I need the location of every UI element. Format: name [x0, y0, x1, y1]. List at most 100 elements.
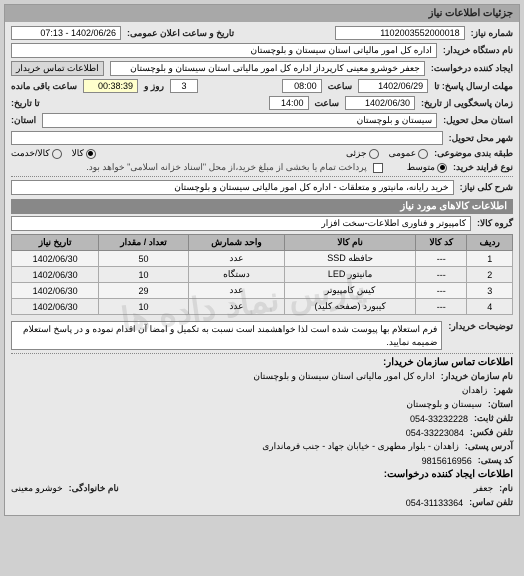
deliver-province-value: سیستان و بلوچستان: [42, 113, 437, 128]
deliver-province-label: استان محل تحویل:: [443, 115, 513, 126]
days-label: روز و: [144, 81, 164, 92]
remaining-label: ساعت باقی مانده: [11, 81, 77, 92]
deadline-send-date: 1402/06/29: [358, 79, 428, 93]
table-cell: عدد: [188, 251, 284, 267]
table-cell: ---: [416, 283, 467, 299]
deadline-send-label: مهلت ارسال پاسخ: تا: [434, 81, 513, 92]
item-type-radio-group: کالا کالا/خدمت: [11, 148, 96, 159]
family-label: نام خانوادگی:: [69, 483, 119, 494]
province2-label: استان:: [488, 399, 513, 410]
table-cell: 2: [467, 267, 513, 283]
requester-contact-section-title: اطلاعات ایجاد کننده درخواست:: [11, 469, 513, 480]
payment-mid-label: متوسط: [407, 162, 435, 173]
table-cell: 1402/06/30: [12, 267, 99, 283]
phone-label: تلفن ثابت:: [474, 413, 513, 424]
deadline-response-time: 14:00: [269, 96, 309, 110]
services-label: کالا/خدمت: [11, 148, 50, 159]
table-cell: 10: [99, 267, 189, 283]
phone2-label: تلفن تماس:: [469, 497, 513, 508]
deadline-response-date: 1402/06/30: [345, 96, 415, 110]
table-header: کد کالا: [416, 235, 467, 251]
fax-label: تلفن فکس:: [470, 427, 513, 438]
postal-label: کد پستی:: [478, 455, 513, 466]
table-header: نام کالا: [285, 235, 416, 251]
family-value: خوشرو معینی: [11, 483, 63, 494]
budget-public-radio[interactable]: [369, 149, 379, 159]
table-cell: ---: [416, 267, 467, 283]
phone2-value: 054-31133364: [406, 498, 463, 508]
name-value: جعفر: [474, 483, 493, 494]
city-value: زاهدان: [462, 385, 487, 396]
desc-label: شرح کلی نیاز:: [460, 182, 513, 193]
table-cell: کیس کامپیوتر: [285, 283, 416, 299]
buyer-org-label: نام دستگاه خریدار:: [443, 45, 513, 56]
table-cell: کیبورد (صفحه کلید): [285, 299, 416, 315]
table-cell: 1402/06/30: [12, 299, 99, 315]
budget-label: طبقه بندی موضوعی:: [434, 148, 513, 159]
fax-value: 054-33223084: [406, 428, 464, 438]
table-header: واحد شمارش: [188, 235, 284, 251]
public-date-label: تاریخ و ساعت اعلان عمومی:: [127, 28, 234, 39]
buyer-notes-label: توضیحات خریدار:: [448, 321, 513, 332]
address-value: زاهدان - بلوار مطهری - خیابان جهاد - جنب…: [262, 441, 459, 452]
payment-mid-radio[interactable]: [437, 163, 447, 173]
goods-radio[interactable]: [86, 149, 96, 159]
table-cell: حافظه SSD: [285, 251, 416, 267]
province2-value: سیستان و بلوچستان: [406, 399, 482, 410]
deadline-response-date-label: تا تاریخ:: [11, 98, 40, 109]
budget-public-label: جزئی: [346, 148, 367, 159]
table-cell: 1402/06/30: [12, 251, 99, 267]
table-row[interactable]: 1---حافظه SSDعدد501402/06/30: [12, 251, 513, 267]
table-cell: دستگاه: [188, 267, 284, 283]
table-header: تاریخ نیاز: [12, 235, 99, 251]
payment-radio-group: متوسط: [407, 162, 447, 173]
deliver-city-value: [11, 131, 443, 145]
group-label: گروه کالا:: [477, 218, 513, 229]
buyer-notes-value: فرم استعلام بها پیوست شده است لذا خواهشم…: [11, 321, 442, 350]
desc-value: خرید رایانه، مانیتور و متعلقات - اداره ک…: [11, 180, 454, 195]
postal-value: 9815616956: [422, 456, 472, 466]
budget-general-label: عمومی: [389, 148, 417, 159]
budget-general-radio[interactable]: [418, 149, 428, 159]
need-number-value: 1102003552000018: [335, 26, 465, 40]
treasury-note: پرداخت تمام یا بخشی از مبلغ خرید،از محل …: [86, 162, 366, 173]
city-label: شهر:: [493, 385, 513, 396]
deadline-send-time-label: ساعت: [328, 81, 353, 92]
contact-section-title: اطلاعات تماس سازمان خریدار:: [11, 357, 513, 368]
table-cell: ---: [416, 299, 467, 315]
group-value: کامپیوتر و فناوری اطلاعات-سخت افزار: [11, 216, 471, 231]
buyer-org-value: اداره کل امور مالیاتی استان سیستان و بلو…: [11, 43, 437, 58]
days-remaining: 3: [170, 79, 198, 93]
items-section-title: اطلاعات کالاهای مورد نیاز: [11, 199, 513, 214]
deliver-city-label: شهر محل تحویل:: [449, 133, 513, 144]
table-cell: 1402/06/30: [12, 283, 99, 299]
table-cell: 4: [467, 299, 513, 315]
buyer-contact-button[interactable]: اطلاعات تماس خریدار: [11, 61, 104, 76]
treasury-checkbox[interactable]: [373, 163, 383, 173]
org-name-label: نام سازمان خریدار:: [441, 371, 513, 382]
need-number-label: شماره نیاز:: [471, 28, 513, 39]
items-table: ردیفکد کالانام کالاواحد شمارشتعداد / مقد…: [11, 234, 513, 315]
payment-label: نوع فرایند خرید:: [453, 162, 513, 173]
table-cell: 1: [467, 251, 513, 267]
name-label: نام:: [499, 483, 513, 494]
budget-radio-group: عمومی جزئی: [346, 148, 428, 159]
table-cell: 29: [99, 283, 189, 299]
need-details-panel: جزئیات اطلاعات نیاز شماره نیاز: 11020035…: [4, 4, 520, 516]
services-radio[interactable]: [52, 149, 62, 159]
table-cell: عدد: [188, 299, 284, 315]
address-label: آدرس پستی:: [465, 441, 513, 452]
time-remaining: 00:38:39: [83, 79, 138, 93]
deadline-response-label: زمان پاسخگویی از تاریخ:: [421, 98, 513, 109]
deadline-send-time: 08:00: [282, 79, 322, 93]
public-date-value: 1402/06/26 - 07:13: [11, 26, 121, 40]
org-name-value: اداره کل امور مالیاتی استان سیستان و بلو…: [253, 371, 434, 382]
requester-value: جعفر خوشرو معینی کارپرداز اداره کل امور …: [110, 61, 425, 76]
table-cell: 3: [467, 283, 513, 299]
panel-header: جزئیات اطلاعات نیاز: [5, 5, 519, 22]
table-row[interactable]: 3---کیس کامپیوترعدد291402/06/30: [12, 283, 513, 299]
deadline-response-time-label: ساعت: [315, 98, 340, 109]
province-label: استان:: [11, 115, 36, 126]
table-row[interactable]: 4---کیبورد (صفحه کلید)عدد101402/06/30: [12, 299, 513, 315]
table-row[interactable]: 2---مانیتور LEDدستگاه101402/06/30: [12, 267, 513, 283]
